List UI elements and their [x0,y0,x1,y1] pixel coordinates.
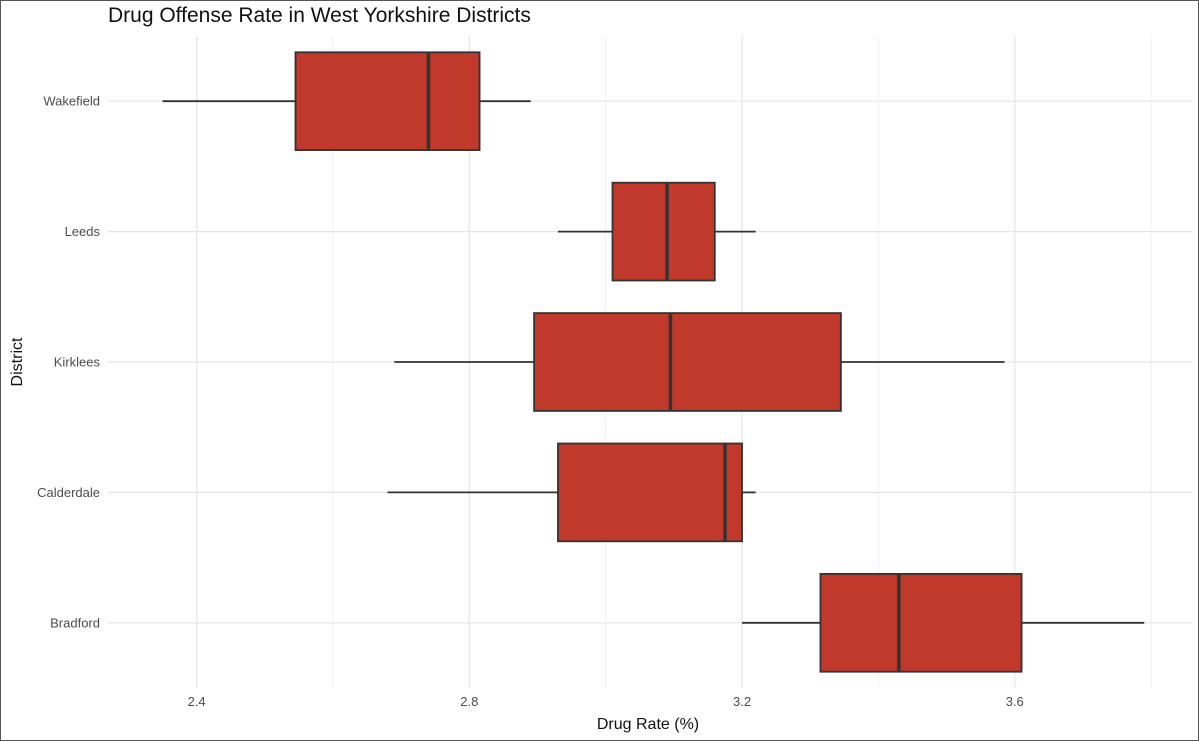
y-tick-label: Bradford [50,615,100,630]
x-axis-ticks: 2.4 2.8 3.2 3.6 [188,694,1024,709]
box-bradford [819,573,1023,673]
box-leeds [611,181,716,282]
box-calderdale [557,442,743,543]
y-axis-ticks: Wakefield Leeds Kirklees Calderdale Bradford [37,94,100,631]
x-tick-label: 2.8 [460,694,478,709]
chart-title: Drug Offense Rate in West Yorkshire Dist… [108,4,531,27]
y-tick-label: Wakefield [43,94,100,109]
box-kirklees [533,312,842,412]
y-tick-label: Kirklees [54,355,101,370]
x-axis-title: Drug Rate (%) [597,716,699,733]
y-axis-title: District [9,337,26,386]
x-tick-label: 3.6 [1006,694,1024,709]
x-tick-label: 3.2 [733,694,751,709]
y-tick-label: Calderdale [37,485,100,500]
box-layer [162,51,1145,673]
y-tick-label: Leeds [65,224,101,239]
box-wakefield [294,51,481,152]
x-tick-label: 2.4 [188,694,206,709]
